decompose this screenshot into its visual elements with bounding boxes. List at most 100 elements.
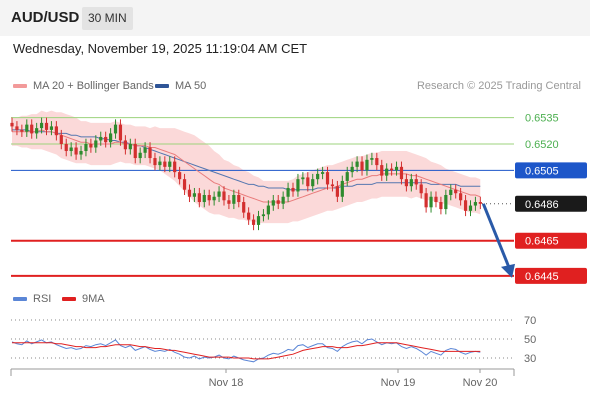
rsi-line bbox=[11, 338, 481, 363]
candle-body bbox=[158, 161, 162, 166]
candle bbox=[25, 119, 29, 137]
x-axis-tick-label: Nov 19 bbox=[381, 377, 416, 389]
candle bbox=[143, 142, 147, 159]
candle-body bbox=[296, 179, 300, 192]
candle-body bbox=[414, 179, 418, 185]
level-label-text: 0.6505 bbox=[525, 165, 559, 177]
rsi-tick-label: 50 bbox=[524, 334, 536, 346]
candle-body bbox=[330, 184, 335, 187]
level-support-0-6445: 0.6445 bbox=[11, 267, 587, 284]
candle bbox=[118, 119, 123, 146]
level-resistance-0-6535: 0.6535 bbox=[11, 113, 559, 125]
candle bbox=[370, 152, 374, 166]
candle-body bbox=[306, 177, 310, 187]
candle bbox=[207, 189, 211, 206]
x-axis-tick-label: Nov 18 bbox=[209, 377, 244, 389]
candle bbox=[414, 173, 418, 190]
candle-body bbox=[182, 179, 187, 190]
candle-body bbox=[444, 195, 448, 210]
candle bbox=[399, 161, 404, 185]
rsi-tick-label: 70 bbox=[524, 315, 536, 327]
candle bbox=[311, 173, 315, 192]
candle-body bbox=[35, 128, 39, 134]
level-label-text: 0.6520 bbox=[525, 139, 559, 151]
candle-body bbox=[59, 135, 63, 144]
candle-body bbox=[256, 216, 261, 225]
candle bbox=[380, 159, 384, 181]
level-label-box bbox=[515, 162, 587, 179]
candle-body bbox=[340, 180, 344, 197]
candle-body bbox=[281, 196, 285, 204]
candles bbox=[10, 117, 482, 231]
candle bbox=[394, 161, 399, 176]
forecast-arrow-head bbox=[501, 263, 515, 278]
candle bbox=[340, 175, 344, 203]
level-label: 0.6486 bbox=[515, 195, 587, 212]
timeframe-button[interactable]: 30 MIN bbox=[82, 7, 133, 30]
candle-body bbox=[89, 143, 93, 148]
rsi-9ma-line bbox=[12, 342, 481, 360]
candle-body bbox=[173, 161, 177, 173]
candle bbox=[15, 121, 19, 136]
candle bbox=[113, 119, 118, 139]
rsi-swatch bbox=[13, 297, 27, 301]
candle-body bbox=[212, 196, 216, 201]
candle-body bbox=[390, 168, 394, 171]
credit-text: Research © 2025 Trading Central bbox=[416, 80, 581, 92]
candle bbox=[390, 163, 394, 176]
candle bbox=[128, 138, 132, 155]
candle bbox=[404, 173, 408, 192]
candle bbox=[247, 207, 251, 225]
candle bbox=[202, 189, 206, 208]
candle-body bbox=[247, 212, 251, 220]
candle-body bbox=[232, 195, 236, 204]
9ma-legend-label: 9MA bbox=[82, 293, 105, 305]
candle bbox=[212, 191, 216, 206]
legend-rsi: RSI bbox=[13, 293, 51, 305]
candle bbox=[345, 166, 349, 187]
ma20-swatch bbox=[13, 84, 27, 88]
candle bbox=[64, 138, 68, 157]
candle bbox=[320, 166, 325, 180]
candle bbox=[434, 191, 438, 208]
candle-body bbox=[459, 193, 463, 201]
candle bbox=[197, 187, 201, 208]
candle bbox=[330, 179, 335, 192]
candle bbox=[360, 156, 364, 176]
candle bbox=[49, 121, 54, 136]
candle-body bbox=[178, 172, 182, 180]
candle bbox=[39, 117, 44, 134]
candle bbox=[251, 214, 256, 231]
candle-body bbox=[409, 179, 413, 187]
candle bbox=[123, 135, 127, 155]
candle bbox=[385, 163, 389, 181]
candle-body bbox=[128, 143, 132, 150]
candle bbox=[20, 124, 24, 137]
candle-body bbox=[64, 143, 68, 152]
candle bbox=[173, 156, 177, 178]
candle bbox=[79, 145, 83, 160]
level-label-text: 0.6486 bbox=[525, 199, 559, 211]
candle bbox=[271, 195, 275, 211]
candle-body bbox=[20, 129, 24, 132]
candle-body bbox=[365, 159, 369, 171]
rsi-tick-label: 30 bbox=[524, 353, 536, 365]
9ma-swatch bbox=[62, 297, 76, 301]
candle-body bbox=[187, 189, 192, 197]
candle-body bbox=[424, 193, 428, 208]
candle bbox=[94, 135, 98, 153]
candle-body bbox=[404, 179, 408, 187]
candle bbox=[296, 173, 300, 197]
title-bar: AUD/USD 30 MIN bbox=[0, 0, 590, 36]
candle-body bbox=[261, 214, 266, 217]
candle bbox=[158, 156, 162, 171]
candle bbox=[375, 152, 379, 171]
candle-body bbox=[370, 158, 374, 160]
level-label: 0.6465 bbox=[515, 232, 587, 249]
candle bbox=[468, 200, 473, 217]
candle-body bbox=[237, 195, 241, 203]
candle-body bbox=[148, 147, 152, 159]
x-axis-tick-label: Nov 20 bbox=[463, 377, 498, 389]
candle-body bbox=[429, 196, 433, 208]
